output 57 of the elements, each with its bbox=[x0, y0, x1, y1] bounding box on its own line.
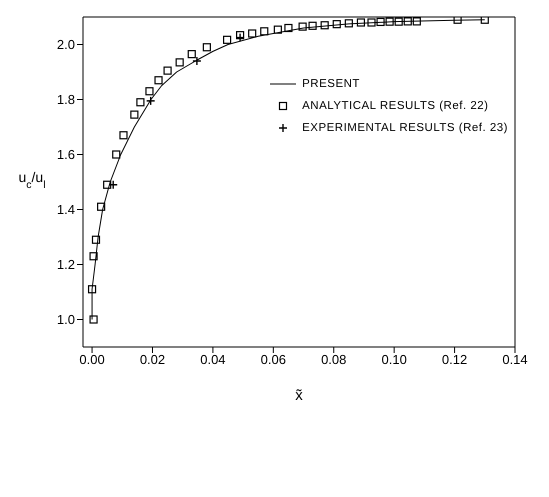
point bbox=[188, 50, 196, 58]
point bbox=[248, 29, 256, 38]
point bbox=[298, 22, 307, 31]
x-tick-label: 0.08 bbox=[321, 352, 346, 368]
point bbox=[192, 56, 202, 66]
point bbox=[284, 24, 293, 32]
y-tick-label: 1.2 bbox=[56, 257, 75, 272]
y-axis-title: u$_{c}$/u$_{l}$ bbox=[18, 169, 46, 191]
x-tick-label: 0.06 bbox=[260, 352, 286, 368]
x-tick-label: 0.12 bbox=[442, 352, 468, 368]
x-tick-label: 0.04 bbox=[200, 352, 226, 368]
point bbox=[92, 236, 100, 244]
point bbox=[108, 180, 118, 190]
point bbox=[119, 131, 128, 140]
legend-label: EXPERIMENTAL RESULTS (Ref. 23) bbox=[302, 122, 508, 134]
point bbox=[145, 87, 154, 96]
point bbox=[320, 21, 329, 30]
point bbox=[176, 58, 184, 66]
point bbox=[112, 150, 120, 159]
x-axis-title: x̃ bbox=[295, 387, 304, 404]
point bbox=[236, 31, 244, 40]
point bbox=[202, 43, 211, 52]
point bbox=[356, 18, 366, 27]
point bbox=[89, 315, 98, 324]
x-tick-label: 0.10 bbox=[382, 352, 407, 368]
point bbox=[480, 17, 489, 24]
y-tick-label: 1.4 bbox=[56, 202, 75, 218]
y-tick-label: 1.8 bbox=[56, 92, 75, 108]
point bbox=[404, 17, 412, 26]
legend-label: ANALYTICAL RESULTS (Ref. 22) bbox=[302, 100, 488, 112]
point bbox=[223, 36, 232, 44]
point bbox=[103, 180, 112, 189]
point bbox=[376, 18, 385, 26]
point bbox=[136, 98, 144, 106]
point bbox=[332, 20, 341, 28]
point bbox=[412, 17, 421, 26]
point bbox=[260, 27, 268, 36]
point bbox=[394, 18, 403, 26]
y-tick-label: 1.0 bbox=[56, 312, 75, 328]
point bbox=[367, 18, 376, 27]
point bbox=[163, 66, 172, 75]
point bbox=[274, 26, 282, 34]
x-tick-label: 0.02 bbox=[140, 352, 166, 368]
x-tick-label: 0.14 bbox=[502, 352, 528, 368]
point bbox=[97, 202, 106, 211]
point bbox=[344, 19, 353, 28]
x-tick-label: 0.00 bbox=[79, 352, 105, 368]
legend-label: PRESENT bbox=[302, 78, 360, 90]
point bbox=[89, 252, 98, 260]
point bbox=[386, 18, 394, 26]
point bbox=[154, 76, 163, 84]
point bbox=[308, 22, 317, 30]
point bbox=[88, 285, 96, 294]
y-tick-label: 2.0 bbox=[56, 37, 75, 52]
y-tick-label: 1.6 bbox=[56, 147, 75, 162]
point bbox=[146, 96, 156, 106]
point bbox=[130, 110, 138, 119]
